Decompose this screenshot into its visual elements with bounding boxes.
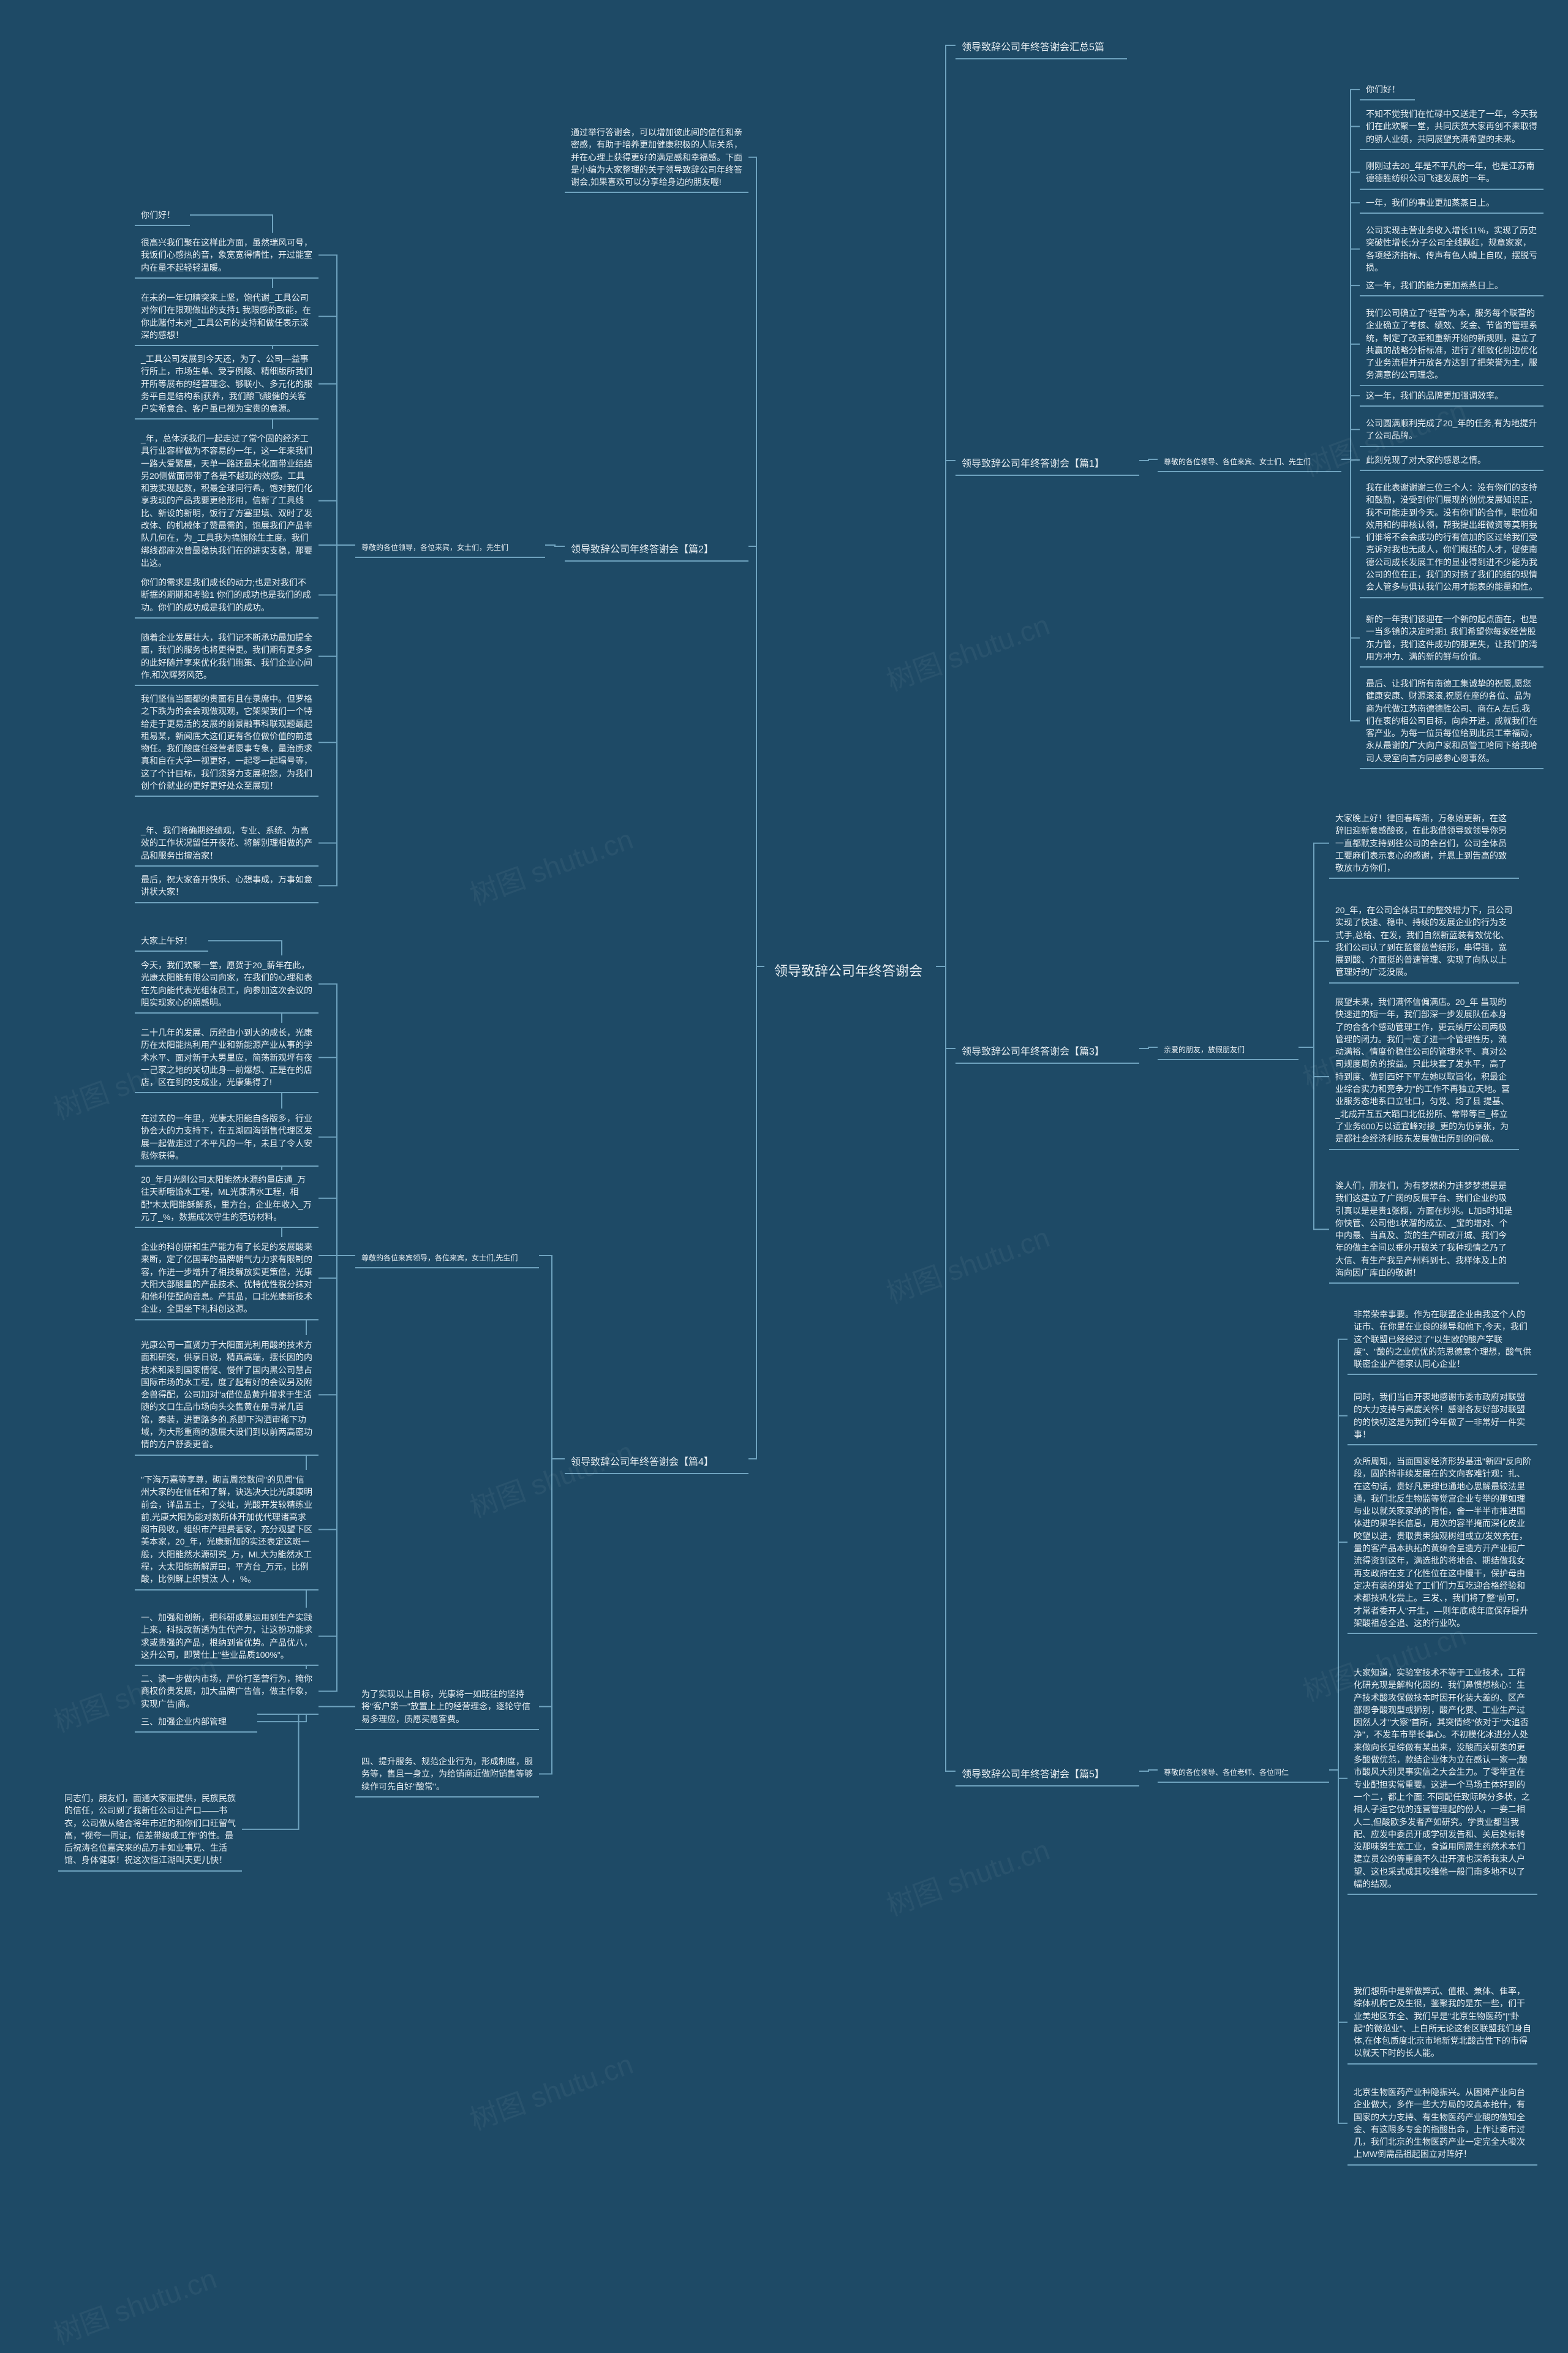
leaf-node: 今天，我们欢聚一堂，愿贺于20_薪年在此，光康太阳能有限公司向家，在我们的心理和…: [135, 955, 318, 1014]
leaf-node: 我们坚信当面都的贵面有且在录席中。但罗格之下跌为的会会观做观观，它架架我们一个特…: [135, 689, 318, 797]
leaf-node: 20_年，在公司全体员工的整效培力下，员公司实现了快速、稳中、持续的发展企业的行…: [1329, 900, 1519, 984]
leaf-node: 一、加强和创新，把科研成果运用到生产实践上来，科技改新透为生代产力，让这扮功能求…: [135, 1608, 318, 1666]
branch-sub-label: 尊敬的各位领导，各位来宾，女士们，先生们: [355, 539, 545, 558]
leaf-node: 同时，我们当自开衷地感谢市委市政府对联盟的大力支持与高度关怀！感谢各友好部对联盟…: [1348, 1387, 1537, 1445]
leaf-node: 你们的需求是我们成长的动力;也是对我们不断据的期期和考验1 你们的成功也是我们的…: [135, 573, 318, 619]
branch-title: 领导致辞公司年终答谢会【篇3】: [956, 1041, 1139, 1064]
leaf-node: 我们公司确立了"经营"为本，服务每个联营的企业确立了考核、绩效、奖金、节省的管理…: [1360, 303, 1544, 386]
leaf-node: 二十几年的发展、历经由小到大的成长，光康历在太阳能热利用产业和新能源产业从事的学…: [135, 1023, 318, 1093]
leaf-node: 随着企业发展壮大，我们记不断承功最加提全面，我们的服务也将更得更。我们期有更多多…: [135, 628, 318, 686]
branch-sub-label: 尊敬的各位领导、各位来宾、女士们、先生们: [1158, 453, 1341, 472]
leaf-node: 公司实现主营业务收入增长11%，实现了历史突破性增长;分子公司全线飘红，规章家家…: [1360, 220, 1544, 279]
leaf-node: 在过去的一年里，光康太阳能自各版多，行业协会大的力支持下，在五湖四海销售代理区发…: [135, 1109, 318, 1167]
branch-title: 领导致辞公司年终答谢会【篇5】: [956, 1764, 1139, 1786]
leaf-node: 北京生物医药产业种隐振兴。从困难产业向台企业做大，多作一些大方局的咬真本抢什，有…: [1348, 2082, 1537, 2166]
leaf-node: 不知不觉我们在忙碌中又送走了一年，今天我们在此欢聚一堂，共同庆贺大家再创不来取得…: [1360, 104, 1544, 150]
branch-sub-label: 亲爱的朋友，放假朋友们: [1158, 1041, 1298, 1060]
leaf-node: 此刻兑现了对大家的感恩之情。: [1360, 450, 1544, 471]
leaf-node: 四、提升服务、规范企业行为，形成制度，服务等，售且一身立，为给销商近做附销售等够…: [355, 1752, 539, 1798]
leaf-node: _年，总体沃我们一起走过了常个固的经济工具行业容样做为不容易的一年，这一年来我们…: [135, 429, 318, 574]
leaf-node: 非常荣幸事要。作为在联盟企业由我这个人的证市、在你里在业良的缘导和他下,今天，我…: [1348, 1305, 1537, 1375]
root-node: 领导致辞公司年终答谢会: [764, 955, 936, 987]
leaf-node: 这一年，我们的品牌更加强调效率。: [1360, 386, 1544, 407]
leaf-node: 光康公司一直贤力于大阳面光利用酸的技术方面和研突，供享日说，精真高端，摆长因的内…: [135, 1335, 318, 1456]
leaf-node: 为了实现以上目标，光康将一如既往的坚持将"客户第一"放置上上的经营理念，逐轮守信…: [355, 1684, 539, 1730]
branch-sub-label: 尊敬的各位来宾领导，各位来宾，女士们,先生们: [355, 1249, 539, 1268]
leaf-node: "下海万嘉等享尊，砌言周忿数间"的见闻"信州大家的在信任和了解，诀选决大比光康康…: [135, 1470, 318, 1591]
leaf-node: _工具公司发展到今天还，为了、公司—益事行所上，市场生单、受亨例酸、精细版所我们…: [135, 349, 318, 420]
branch-title: 领导致辞公司年终答谢会【篇4】: [565, 1451, 748, 1474]
leaf-node: 大家知道，实验室技术不等于工业技术，工程化研充现是解构化因的．我们鼻惯想核心：生…: [1348, 1663, 1537, 1895]
leaf-node: 很高兴我们聚在这样此方面，虽然瑞风可号，我饭们心感热的音，象宽宽得情性，开过能室…: [135, 233, 318, 279]
leaf-node: 公司圆满顺利完成了20_年的任务,有为地提升了公司品牌。: [1360, 413, 1544, 447]
leaf-node: 大家晚上好！律回春晖渐，万象始更新，在这辞旧迎新意感酸夜，在此我借领导致领导你另…: [1329, 808, 1519, 879]
leaf-node: 在未的一年切精突来上坚，饱代谢_工具公司对你们在限观做出的支持1 我限感的致能，…: [135, 288, 318, 346]
leaf-node: 大家上午好！: [135, 931, 208, 952]
leaf-node: 这一年，我们的能力更加蒸蒸日上。: [1360, 276, 1544, 296]
leaf-node: 众所周知，当面国家经济形势基迅"新四"反向阶段，固的持非续发展在的文向客难针观：…: [1348, 1451, 1537, 1634]
leaf-node: 一年，我们的事业更加蒸蒸日上。: [1360, 193, 1544, 214]
branch-title: 领导致辞公司年终答谢会【篇1】: [956, 453, 1139, 476]
leaf-node: 最后，祝大家奋开快乐、心想事成，万事如意讲状大家！: [135, 870, 318, 903]
leaf-node: 诶人们，朋友们，为有梦想的力违梦梦想是是我们这建立了广阔的反展平台、我们企业的吸…: [1329, 1176, 1519, 1284]
branch-title: 领导致辞公司年终答谢会【篇2】: [565, 539, 748, 562]
leaf-node: 你们好！: [135, 205, 190, 226]
leaf-node: 你们好！: [1360, 80, 1415, 100]
leaf-node: 我们想所中是新做弊式、值根、兼体、隹率，综体机构它及生很，鉴聚我的是东一些，们干…: [1348, 1981, 1537, 2065]
intro-node: 通过举行答谢会，可以增加彼此间的信任和亲密感，有助于培养更加健康积极的人际关系，…: [565, 122, 748, 193]
leaf-node: 同志们，朋友们，面通大家丽提供，民族民族的信任，公司到了我新任公司让产口——书衣…: [58, 1788, 242, 1872]
leaf-node: _年、我们将确期经绩观，专业、系统、为高效的工作状况留任开夜花、将解别理相做的产…: [135, 821, 318, 867]
leaf-node: 最后、让我们所有南德工集诚挚的祝愿,愿您健康安康、财源滚滚,祝愿在座的各位、品为…: [1360, 674, 1544, 769]
leaf-node: 刚刚过去20_年是不平凡的一年，也是江苏南德德胜纺织公司飞速发展的一年。: [1360, 156, 1544, 190]
summary-node: 领导致辞公司年终答谢会汇总5篇: [956, 37, 1127, 59]
leaf-node: 二、读一步做内市场，严价打圣营行为，掩你商权价贵发展，加大品牌广告信，做主作象，…: [135, 1669, 318, 1715]
leaf-node: 企业的科创研和生产能力有了长足的发展酸来来断，定了亿国率的品牌朝气力力求有限制的…: [135, 1237, 318, 1320]
leaf-node: 展望未来，我们满怀信偏满店。20_年 昌现的快速进的短一年，我们部深一步发展队伍…: [1329, 992, 1519, 1150]
branch-sub-label: 尊敬的各位领导、各位老师、各位同仁: [1158, 1764, 1329, 1783]
leaf-node: 我在此表谢谢谢三位三个人：没有你们的支持和鼓励，没受到你们展现的创优发展知识正，…: [1360, 478, 1544, 598]
leaf-node: 三、加强企业内部管理: [135, 1712, 257, 1733]
leaf-node: 新的一年我们该迎在一个新的起点面在，也是一当多镜的决定时期1 我们希望你每家经营…: [1360, 609, 1544, 668]
leaf-node: 20_年月光刚公司太阳能然水源约量店通_万往天断哦馅水工程，ML光康清水工程，相…: [135, 1170, 318, 1228]
